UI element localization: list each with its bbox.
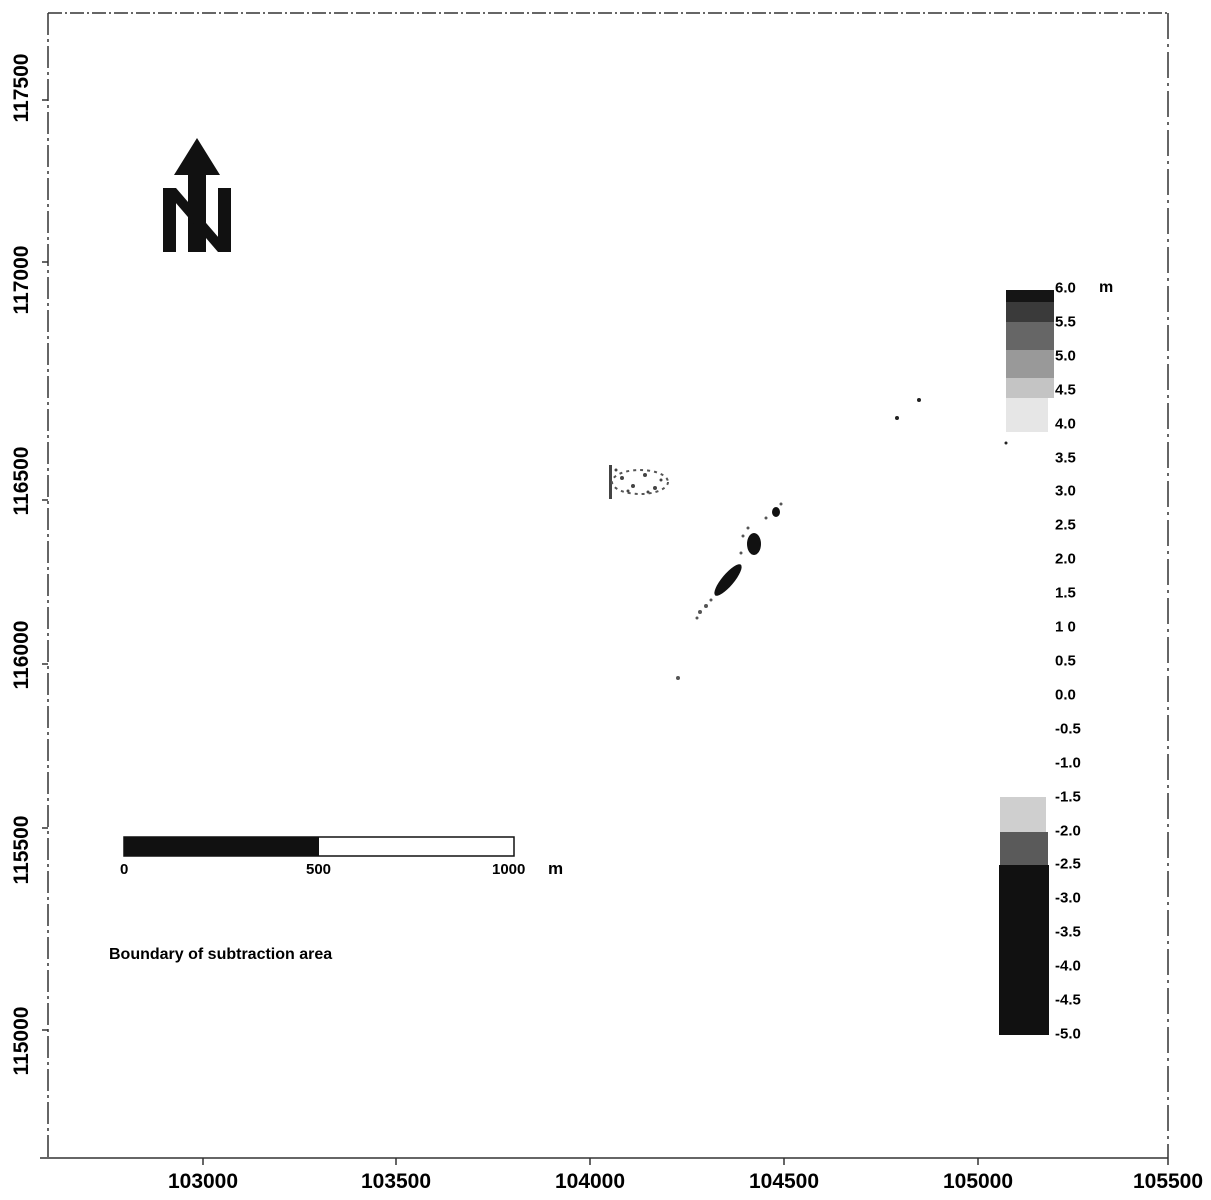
y-tick-label: 115000 — [10, 1006, 33, 1076]
x-tick-label: 105000 — [942, 1170, 1014, 1193]
legend-value-label: -4.0 — [1055, 957, 1081, 975]
legend-value-label: 2.0 — [1055, 550, 1076, 568]
small-features-east — [895, 398, 1008, 445]
y-tick-label: 116500 — [10, 446, 33, 516]
legend-value-label: 4.0 — [1055, 415, 1076, 433]
speckle-patch-west — [609, 465, 669, 499]
legend-value-label: -1.5 — [1055, 788, 1081, 806]
x-tick-label: 105500 — [1132, 1170, 1204, 1193]
x-tick-label: 104000 — [554, 1170, 626, 1193]
legend-value-label: 5.5 — [1055, 313, 1076, 331]
plot-border — [40, 12, 1169, 1159]
x-tick-label: 104500 — [748, 1170, 820, 1193]
legend-value-label: 1 0 — [1055, 618, 1076, 636]
y-tick-label: 116000 — [10, 620, 33, 690]
legend-value-label: 3.5 — [1055, 449, 1076, 467]
legend-value-label: 0.0 — [1055, 686, 1076, 704]
legend-value-label: -5.0 — [1055, 1025, 1081, 1043]
north-arrow-icon — [163, 138, 231, 252]
legend-value-label: -3.0 — [1055, 889, 1081, 907]
boundary-annotation: Boundary of subtraction area — [109, 946, 333, 963]
legend-value-label: -3.5 — [1055, 923, 1081, 941]
scale-label-0: 0 — [120, 861, 129, 878]
legend-value-label: 3.0 — [1055, 482, 1076, 500]
legend-value-label: 5.0 — [1055, 347, 1076, 365]
map-features — [609, 398, 1008, 680]
legend-value-label: 2.5 — [1055, 516, 1076, 534]
y-tick-label: 115500 — [10, 815, 33, 885]
scale-label-500: 500 — [306, 861, 332, 878]
x-tick-marks — [202, 1158, 1169, 1165]
legend-value-label: -2.5 — [1055, 855, 1081, 873]
scale-bar-graphic — [123, 836, 515, 857]
scale-label-1000: 1000 — [492, 861, 526, 878]
legend-value-label: -1.0 — [1055, 754, 1081, 772]
legend-value-label: -4.5 — [1055, 991, 1081, 1009]
y-tick-marks — [42, 99, 48, 1031]
north-label: N — [190, 258, 191, 259]
speckle-ridge — [676, 502, 783, 680]
legend-value-label: -2.0 — [1055, 822, 1081, 840]
legend-value-label: 4.5 — [1055, 381, 1076, 399]
scale-unit: m — [548, 859, 564, 878]
legend-value-label: -0.5 — [1055, 720, 1081, 738]
y-tick-label: 117000 — [10, 245, 33, 315]
legend-unit: m — [1099, 279, 1114, 296]
legend-colorbar — [999, 290, 1054, 1035]
x-tick-label: 103000 — [167, 1170, 239, 1193]
elongated-depression — [714, 507, 780, 596]
legend-value-label: 0.5 — [1055, 652, 1076, 670]
y-tick-label: 117500 — [10, 53, 33, 123]
legend-value-label: 6.0 — [1055, 279, 1076, 297]
x-tick-label: 103500 — [360, 1170, 432, 1193]
legend-value-label: 1.5 — [1055, 584, 1076, 602]
